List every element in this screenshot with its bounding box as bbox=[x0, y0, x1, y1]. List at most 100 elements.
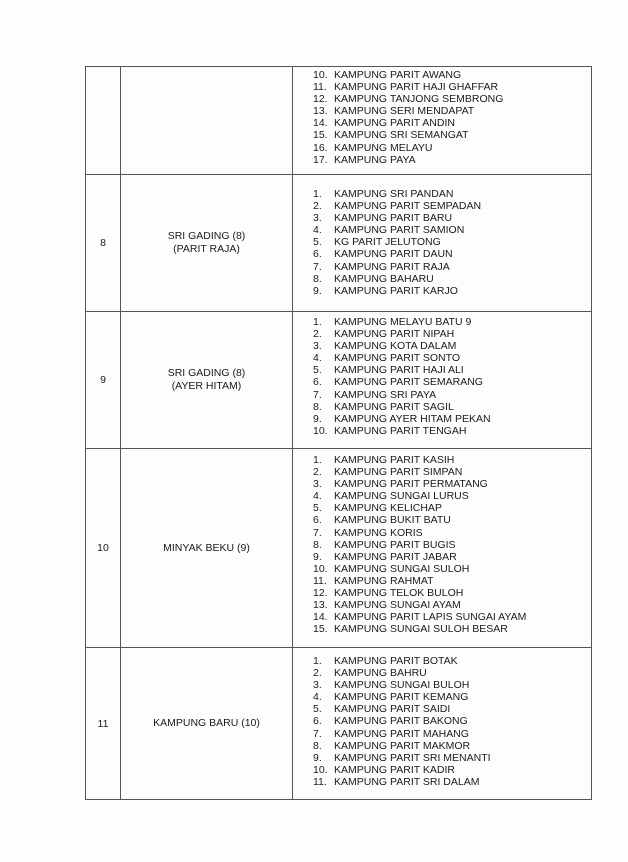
village-name: KAMPUNG SRI PAYA bbox=[334, 388, 437, 401]
village-name: KAMPUNG PARIT KASIH bbox=[334, 454, 455, 466]
village-name: KAMPUNG PARIT JABAR bbox=[334, 550, 457, 563]
list-item: 4. KAMPUNG PARIT KEMANG bbox=[293, 691, 591, 703]
item-number: 9. bbox=[313, 284, 322, 297]
item-number: 11. bbox=[313, 775, 327, 788]
area-name: SRI GADING (8) bbox=[167, 367, 246, 379]
list-item: 11. KAMPUNG PARIT SRI DALAM bbox=[293, 776, 591, 788]
area-cell: MINYAK BEKU (9) bbox=[120, 448, 293, 648]
village-name: KAMPUNG PARIT SONTO bbox=[334, 352, 461, 365]
village-name: KAMPUNG PARIT KADIR bbox=[334, 763, 455, 776]
item-number: 7. bbox=[313, 727, 322, 740]
village-name: KAMPUNG TANJONG SEMBRONG bbox=[334, 93, 504, 106]
village-name: KAMPUNG PARIT LAPIS SUNGAI AYAM bbox=[334, 611, 527, 624]
item-number: 1. bbox=[313, 316, 322, 328]
area-name: KAMPUNG BARU (10) bbox=[153, 717, 260, 729]
item-number: 17. bbox=[313, 153, 328, 166]
list-item: 12. KAMPUNG TANJONG SEMBRONG bbox=[293, 93, 591, 105]
area-name: SRI GADING (8) bbox=[167, 230, 246, 242]
village-name: KAMPUNG PARIT SEMPADAN bbox=[334, 200, 482, 213]
item-number: 6. bbox=[313, 248, 322, 261]
list-item: 1. KAMPUNG PARIT BOTAK bbox=[293, 655, 591, 667]
item-number: 6. bbox=[313, 514, 322, 527]
item-number: 1. bbox=[313, 454, 322, 466]
village-list: 1. KAMPUNG MELAYU BATU 9 2. KAMPUNG PARI… bbox=[292, 311, 592, 449]
list-item: 7. KAMPUNG PARIT MAHANG bbox=[293, 728, 591, 740]
area-cell: KAMPUNG BARU (10) bbox=[120, 647, 293, 800]
list-item: 1. KAMPUNG MELAYU BATU 9 bbox=[293, 316, 591, 328]
item-number: 9. bbox=[313, 751, 322, 764]
list-item: 9. KAMPUNG PARIT JABAR bbox=[293, 551, 591, 563]
village-name: KAMPUNG MELAYU bbox=[334, 141, 433, 154]
village-name: KAMPUNG PARIT BARU bbox=[334, 212, 453, 225]
item-number: 2. bbox=[313, 466, 322, 479]
village-name: KAMPUNG PARIT DAUN bbox=[334, 248, 453, 261]
list-item: 10. KAMPUNG PARIT KADIR bbox=[293, 764, 591, 776]
village-name: KAMPUNG PARIT BUGIS bbox=[334, 538, 456, 551]
list-item: 15. KAMPUNG SUNGAI SULOH BESAR bbox=[293, 623, 591, 635]
village-name: KAMPUNG PARIT NIPAH bbox=[334, 328, 455, 341]
list-item: 4. KAMPUNG SUNGAI LURUS bbox=[293, 490, 591, 502]
row-number: 9 bbox=[85, 311, 121, 449]
village-name: KAMPUNG KOTA DALAM bbox=[334, 340, 457, 353]
village-name: KAMPUNG PARIT SEMARANG bbox=[334, 376, 483, 389]
list-item: 16. KAMPUNG MELAYU bbox=[293, 142, 591, 154]
list-item: 4. KAMPUNG PARIT SAMION bbox=[293, 224, 591, 236]
item-number: 12. bbox=[313, 93, 328, 106]
list-item: 10. KAMPUNG SUNGAI SULOH bbox=[293, 563, 591, 575]
village-name: KAMPUNG PARIT SIMPAN bbox=[334, 466, 463, 479]
list-item: 10. KAMPUNG PARIT AWANG bbox=[293, 69, 591, 81]
item-number: 8. bbox=[313, 538, 322, 551]
area-subname: (AYER HITAM) bbox=[171, 380, 242, 392]
list-item: 6. KAMPUNG PARIT BAKONG bbox=[293, 715, 591, 727]
village-name: KAMPUNG BUKIT BATU bbox=[334, 514, 451, 527]
item-number: 8. bbox=[313, 272, 322, 285]
item-number: 4. bbox=[313, 490, 322, 503]
village-name: KAMPUNG PARIT SRI MENANTI bbox=[334, 751, 491, 764]
item-number: 14. bbox=[313, 611, 328, 624]
village-name: KG PARIT JELUTONG bbox=[334, 236, 441, 249]
village-name: KAMPUNG PARIT ANDIN bbox=[334, 117, 455, 130]
item-number: 15. bbox=[313, 623, 328, 636]
village-list: 1. KAMPUNG PARIT KASIH 2. KAMPUNG PARIT … bbox=[292, 448, 592, 648]
village-name: KAMPUNG SERI MENDAPAT bbox=[334, 105, 475, 118]
item-number: 4. bbox=[313, 352, 322, 365]
item-number: 10. bbox=[313, 763, 328, 776]
village-name: KAMPUNG PARIT HAJI ALI bbox=[334, 364, 464, 377]
item-number: 12. bbox=[313, 587, 328, 600]
list-item: 11. KAMPUNG PARIT HAJI GHAFFAR bbox=[293, 81, 591, 93]
item-number: 2. bbox=[313, 200, 322, 213]
item-number: 2. bbox=[313, 667, 322, 680]
village-name: KAMPUNG PARIT SRI DALAM bbox=[334, 775, 480, 788]
item-number: 6. bbox=[313, 715, 322, 728]
item-number: 11. bbox=[313, 574, 327, 587]
list-item: 17. KAMPUNG PAYA bbox=[293, 154, 591, 166]
list-item: 7. KAMPUNG KORIS bbox=[293, 527, 591, 539]
village-name: KAMPUNG PARIT SAGIL bbox=[334, 400, 454, 413]
list-item: 5. KG PARIT JELUTONG bbox=[293, 236, 591, 248]
area-subname: (PARIT RAJA) bbox=[173, 243, 240, 255]
row-number: 11 bbox=[85, 647, 121, 800]
list-item: 10. KAMPUNG PARIT TENGAH bbox=[293, 425, 591, 437]
area-cell: SRI GADING (8) (PARIT RAJA) bbox=[120, 174, 293, 312]
village-name: KAMPUNG KORIS bbox=[334, 526, 423, 539]
item-number: 3. bbox=[313, 212, 322, 225]
village-name: KAMPUNG PARIT KEMANG bbox=[334, 691, 469, 704]
list-item: 13. KAMPUNG SERI MENDAPAT bbox=[293, 105, 591, 117]
village-name: KAMPUNG SRI PANDAN bbox=[334, 188, 454, 200]
item-number: 5. bbox=[313, 502, 322, 515]
list-item: 4. KAMPUNG PARIT SONTO bbox=[293, 352, 591, 364]
item-number: 1. bbox=[313, 655, 322, 667]
list-item: 3. KAMPUNG SUNGAI BULOH bbox=[293, 679, 591, 691]
village-name: KAMPUNG SUNGAI BULOH bbox=[334, 679, 470, 692]
item-number: 6. bbox=[313, 376, 322, 389]
table-row: 10. KAMPUNG PARIT AWANG 11. KAMPUNG PARI… bbox=[85, 66, 592, 175]
item-number: 2. bbox=[313, 328, 322, 341]
item-number: 13. bbox=[313, 599, 328, 612]
list-item: 14. KAMPUNG PARIT ANDIN bbox=[293, 117, 591, 129]
item-number: 8. bbox=[313, 739, 322, 752]
village-name: KAMPUNG PARIT SAMION bbox=[334, 224, 465, 237]
area-cell: SRI GADING (8) (AYER HITAM) bbox=[120, 311, 293, 449]
village-name: KAMPUNG PARIT MAHANG bbox=[334, 727, 469, 740]
list-item: 8. KAMPUNG BAHARU bbox=[293, 273, 591, 285]
item-number: 11. bbox=[313, 81, 327, 94]
